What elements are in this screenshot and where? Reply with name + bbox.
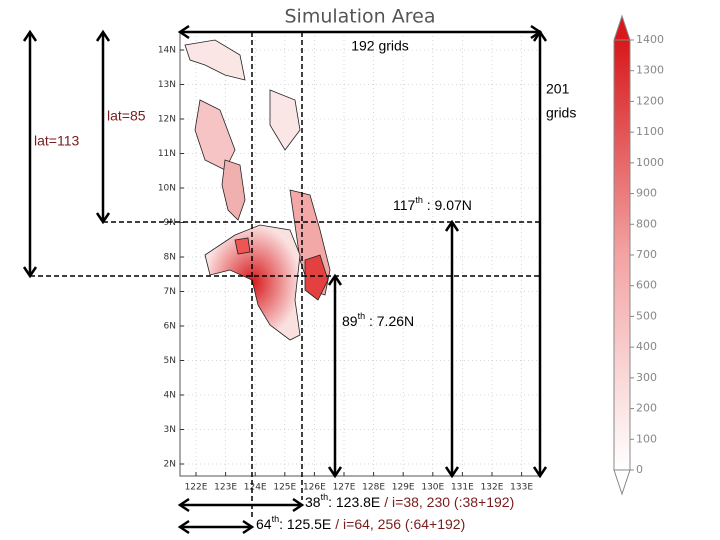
colorbar-label: 100 bbox=[636, 432, 657, 445]
ordinal: 89 bbox=[342, 313, 358, 329]
value: : 125.5E bbox=[279, 516, 331, 532]
lon-label: 132E bbox=[481, 483, 504, 493]
colorbar-label: 300 bbox=[636, 371, 657, 384]
lon-label: 129E bbox=[392, 483, 415, 493]
row-label: 89th : 7.26N bbox=[342, 311, 414, 328]
value: : 123.8E bbox=[328, 494, 380, 510]
lon-label: 131E bbox=[451, 483, 474, 493]
index: / i=64, 256 (:64+192) bbox=[335, 516, 465, 532]
lat-label: 8N bbox=[164, 253, 176, 263]
col-label: 64th: 125.5E / i=64, 256 (:64+192) bbox=[256, 514, 465, 531]
arrow-head bbox=[532, 466, 548, 479]
arrow-head bbox=[327, 466, 343, 479]
lon-label: 126E bbox=[303, 483, 326, 493]
lat-label: lat=113 bbox=[34, 133, 79, 149]
lon-label: 130E bbox=[421, 483, 444, 493]
colorbar-label: 1000 bbox=[636, 156, 664, 169]
index: / i=38, 230 (:38+192) bbox=[384, 494, 514, 510]
lat-label: 9N bbox=[164, 218, 176, 228]
lon-label: 123E bbox=[214, 483, 237, 493]
col-label: 38th: 123.8E / i=38, 230 (:38+192) bbox=[305, 492, 514, 509]
colorbar-label: 1100 bbox=[636, 125, 664, 138]
arrow-head bbox=[292, 497, 305, 513]
lat-label: 13N bbox=[158, 80, 176, 90]
map-title: Simulation Area bbox=[285, 6, 436, 28]
arrow-head bbox=[95, 212, 111, 225]
row-label: 117th : 9.07N bbox=[393, 195, 472, 212]
arrow-head bbox=[177, 24, 190, 40]
height-label: 201 bbox=[546, 81, 570, 97]
arrow-head bbox=[242, 519, 255, 535]
colorbar-label: 900 bbox=[636, 187, 657, 200]
guides bbox=[30, 32, 540, 520]
annotations: 192 grids 201 grids lat=85 lat=113 117th… bbox=[34, 38, 576, 532]
arrows bbox=[22, 24, 548, 535]
lat-label: 14N bbox=[158, 46, 176, 56]
lon-label: 128E bbox=[362, 483, 385, 493]
lon-label: 125E bbox=[273, 483, 296, 493]
colorbar-body bbox=[613, 39, 631, 471]
suffix: th bbox=[272, 514, 280, 524]
arrow-head bbox=[22, 266, 38, 279]
colorbar-label: 1200 bbox=[636, 94, 664, 107]
colorbar-label: 1400 bbox=[636, 33, 664, 46]
lon-label: 127E bbox=[333, 483, 356, 493]
lon-label: 133E bbox=[510, 483, 533, 493]
colorbar-cap bbox=[613, 469, 631, 496]
colorbar-label: 800 bbox=[636, 217, 657, 230]
lat-label: 7N bbox=[164, 287, 176, 297]
lat-label: 5N bbox=[164, 356, 176, 366]
arrow-head bbox=[532, 29, 548, 42]
colorbar-label: 1300 bbox=[636, 64, 664, 77]
arrow-head bbox=[327, 273, 343, 286]
arrow-head bbox=[444, 466, 460, 479]
lat-label: 2N bbox=[164, 460, 176, 470]
map: 14N 13N 12N 11N 10N 9N 8N 7N 6N 5N 4N 3N 2N 122E 123E 1… bbox=[158, 31, 541, 493]
suffix: th bbox=[415, 195, 423, 205]
width-label: 192 grids bbox=[351, 38, 409, 54]
colorbar-label: 600 bbox=[636, 279, 657, 292]
value: : 7.26N bbox=[365, 313, 414, 329]
lat-label: lat=85 bbox=[107, 108, 146, 124]
lat-label: 4N bbox=[164, 391, 176, 401]
colorbar-ticks: 0 100 200 300 400 500 600 700 800 900 1000 1100 1200… bbox=[630, 33, 664, 476]
arrow-head bbox=[177, 497, 190, 513]
height-label: grids bbox=[546, 105, 576, 121]
colorbar-cap bbox=[613, 14, 631, 41]
ordinal: 64 bbox=[256, 516, 272, 532]
suffix: th bbox=[358, 311, 366, 321]
colorbar-label: 700 bbox=[636, 248, 657, 261]
suffix: th bbox=[321, 492, 329, 502]
colorbar-label: 0 bbox=[636, 463, 643, 476]
arrow-head bbox=[177, 519, 190, 535]
arrow-head bbox=[22, 29, 38, 42]
arrow-head bbox=[95, 29, 111, 42]
lon-label: 122E bbox=[185, 483, 208, 493]
lat-label: 12N bbox=[158, 115, 176, 125]
value: : 9.07N bbox=[423, 197, 472, 213]
colorbar-label: 400 bbox=[636, 340, 657, 353]
colorbar: 0 100 200 300 400 500 600 700 800 900 1000 1100 1200… bbox=[613, 14, 664, 496]
lat-label: 6N bbox=[164, 322, 176, 332]
arrow-head bbox=[444, 219, 460, 232]
colorbar-label: 200 bbox=[636, 402, 657, 415]
ordinal: 117 bbox=[393, 197, 416, 213]
land bbox=[184, 39, 331, 341]
lat-label: 11N bbox=[158, 149, 176, 159]
lon-label: 124E bbox=[244, 483, 267, 493]
colorbar-label: 500 bbox=[636, 309, 657, 322]
ordinal: 38 bbox=[305, 494, 321, 510]
lat-label: 10N bbox=[158, 184, 176, 194]
lat-label: 3N bbox=[164, 425, 176, 435]
